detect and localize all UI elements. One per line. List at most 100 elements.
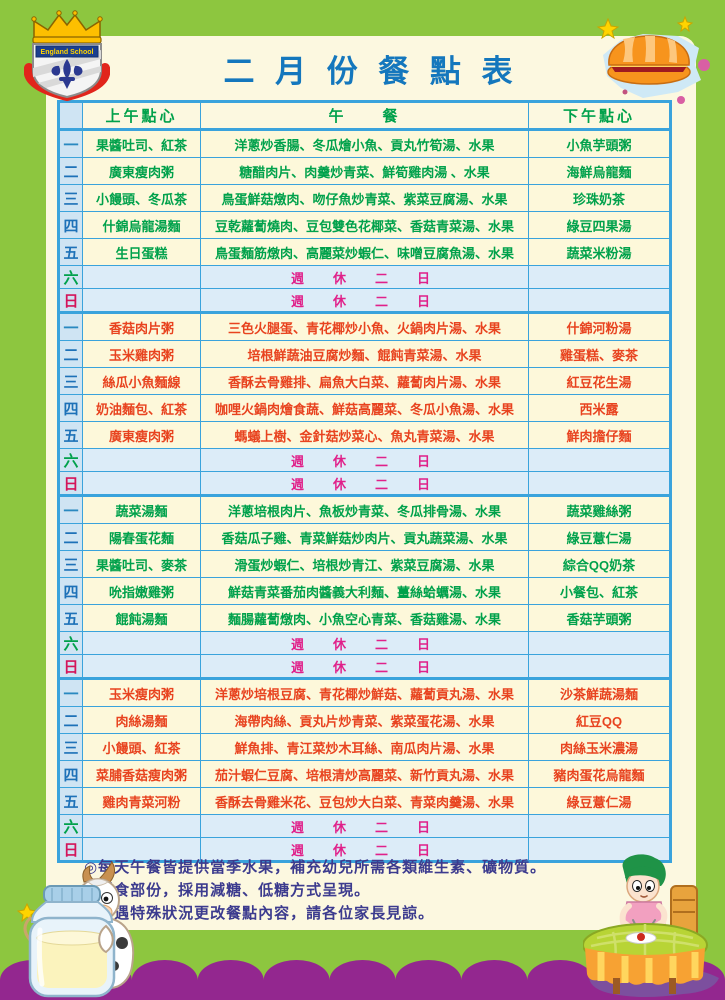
weekend-label: 週 休 二 日 bbox=[200, 265, 529, 289]
menu-table: 上午點心 午 餐 下午點心 一果醬吐司、紅茶 洋蔥炒香腸、冬瓜燴小魚、貢丸竹筍湯、… bbox=[57, 100, 672, 863]
weekend-label: 週 休 二 日 bbox=[200, 448, 529, 472]
am-snack-cell: 小饅頭、冬瓜茶 bbox=[82, 184, 201, 212]
day-label: 五 bbox=[58, 604, 83, 632]
pm-snack-cell bbox=[528, 631, 671, 655]
am-snack-cell: 生日蛋糕 bbox=[82, 238, 201, 266]
am-snack-header: 上午點心 bbox=[82, 101, 201, 130]
day-label: 日 bbox=[58, 654, 83, 679]
am-snack-cell: 餛飩湯麵 bbox=[82, 604, 201, 632]
school-crest-logo: England School bbox=[24, 10, 110, 102]
weekend-row: 日週 休 二 日 bbox=[58, 837, 671, 862]
logo-banner-text: England School bbox=[41, 49, 94, 56]
am-snack-cell: 蔬菜湯麵 bbox=[82, 494, 201, 524]
menu-row: 二廣東瘦肉粥 糖醋肉片、肉羹炒青菜、鮮筍雞肉湯 、水果 海鮮烏龍麵 bbox=[58, 157, 671, 185]
menu-row: 二陽春蛋花麵 香菇瓜子雞、青菜鮮菇炒肉片、貢丸蔬菜湯、水果 綠豆薏仁湯 bbox=[58, 523, 671, 551]
day-label: 三 bbox=[58, 184, 83, 212]
weekend-label: 週 休 二 日 bbox=[200, 631, 529, 655]
am-snack-cell bbox=[82, 837, 201, 862]
day-label: 日 bbox=[58, 837, 83, 862]
footer-notes: ◎每天午餐皆提供當季水果，補充幼兒所需各類維生素、礦物質。 ◎甜食部份，採用減糖… bbox=[84, 856, 644, 925]
pm-snack-cell bbox=[528, 654, 671, 679]
fleur-de-lis-icon bbox=[51, 59, 83, 89]
weekend-label: 週 休 二 日 bbox=[200, 654, 529, 679]
lunch-cell: 咖哩火鍋肉燴食蔬、鮮菇高麗菜、冬瓜小魚湯、水果 bbox=[200, 394, 529, 422]
am-snack-cell bbox=[82, 265, 201, 289]
day-label: 二 bbox=[58, 157, 83, 185]
am-snack-cell: 果醬吐司、紅茶 bbox=[82, 128, 201, 158]
milk-goat-illustration bbox=[16, 861, 135, 998]
note-line: ◎甜食部份，採用減糖、低糖方式呈現。 bbox=[84, 882, 371, 899]
pm-snack-cell: 蔬菜米粉湯 bbox=[528, 238, 671, 266]
day-label: 六 bbox=[58, 448, 83, 472]
am-snack-cell: 肉絲湯麵 bbox=[82, 706, 201, 734]
am-snack-cell: 廣東瘦肉粥 bbox=[82, 421, 201, 449]
weekend-row: 日週 休 二 日 bbox=[58, 654, 671, 679]
menu-row: 一果醬吐司、紅茶 洋蔥炒香腸、冬瓜燴小魚、貢丸竹筍湯、水果 小魚芋頭粥 bbox=[58, 128, 671, 158]
pm-snack-cell bbox=[528, 288, 671, 313]
lunch-cell: 洋蔥培根肉片、魚板炒青菜、冬瓜排骨湯、水果 bbox=[200, 494, 529, 524]
menu-row: 五雞肉青菜河粉 香酥去骨雞米花、豆包炒大白菜、青菜肉羹湯、水果 綠豆薏仁湯 bbox=[58, 787, 671, 815]
am-snack-cell bbox=[82, 814, 201, 838]
day-label: 五 bbox=[58, 421, 83, 449]
day-header-cell bbox=[58, 101, 83, 130]
am-snack-cell: 果醬吐司、麥茶 bbox=[82, 550, 201, 578]
menu-row: 二玉米雞肉粥 培根鮮蔬油豆腐炒麵、餛飩青菜湯、水果 雞蛋糕、麥茶 bbox=[58, 340, 671, 368]
lunch-cell: 鮮魚排、青江菜炒木耳絲、南瓜肉片湯、水果 bbox=[200, 733, 529, 761]
pm-snack-cell: 綠豆薏仁湯 bbox=[528, 523, 671, 551]
lunch-cell: 螞蟻上樹、金針菇炒菜心、魚丸青菜湯、水果 bbox=[200, 421, 529, 449]
menu-row: 二肉絲湯麵 海帶肉絲、貢丸片炒青菜、紫菜蛋花湯、水果 紅豆QQ bbox=[58, 706, 671, 734]
weekend-row: 六週 休 二 日 bbox=[58, 448, 671, 472]
day-label: 五 bbox=[58, 238, 83, 266]
lunch-cell: 香菇瓜子雞、青菜鮮菇炒肉片、貢丸蔬菜湯、水果 bbox=[200, 523, 529, 551]
day-label: 日 bbox=[58, 288, 83, 313]
pm-snack-cell: 沙茶鮮蔬湯麵 bbox=[528, 677, 671, 707]
lunch-cell: 鳥蛋鮮菇燉肉、吻仔魚炒青菜、紫菜豆腐湯、水果 bbox=[200, 184, 529, 212]
weekend-row: 六週 休 二 日 bbox=[58, 265, 671, 289]
pm-snack-cell: 珍珠奶茶 bbox=[528, 184, 671, 212]
lunch-cell: 鮮菇青菜番茄肉醬義大利麵、薑絲蛤蠣湯、水果 bbox=[200, 577, 529, 605]
lunch-cell: 麵腸蘿蔔燉肉、小魚空心青菜、香菇雞湯、水果 bbox=[200, 604, 529, 632]
menu-row: 五生日蛋糕 鳥蛋麵筋燉肉、高麗菜炒蝦仁、味噌豆腐魚湯、水果 蔬菜米粉湯 bbox=[58, 238, 671, 266]
am-snack-cell: 玉米瘦肉粥 bbox=[82, 677, 201, 707]
pm-snack-cell: 雞蛋糕、麥茶 bbox=[528, 340, 671, 368]
pm-snack-cell: 鮮肉擔仔麵 bbox=[528, 421, 671, 449]
pm-snack-cell: 紅豆花生湯 bbox=[528, 367, 671, 395]
am-snack-cell: 奶油麵包、紅茶 bbox=[82, 394, 201, 422]
pm-snack-cell: 紅豆QQ bbox=[528, 706, 671, 734]
lunch-cell: 香酥去骨雞米花、豆包炒大白菜、青菜肉羹湯、水果 bbox=[200, 787, 529, 815]
menu-row: 四菜脯香菇瘦肉粥 茄汁蝦仁豆腐、培根清炒高麗菜、新竹貢丸湯、水果 豬肉蛋花烏龍麵 bbox=[58, 760, 671, 788]
am-snack-cell bbox=[82, 654, 201, 679]
lunch-header: 午 餐 bbox=[200, 101, 529, 130]
pm-snack-cell: 綠豆四果湯 bbox=[528, 211, 671, 239]
pm-snack-cell: 蔬菜雞絲粥 bbox=[528, 494, 671, 524]
lunch-cell: 鳥蛋麵筋燉肉、高麗菜炒蝦仁、味噌豆腐魚湯、水果 bbox=[200, 238, 529, 266]
lunch-cell: 三色火腿蛋、青花椰炒小魚、火鍋肉片湯、水果 bbox=[200, 311, 529, 341]
day-label: 一 bbox=[58, 128, 83, 158]
pm-snack-cell: 小餐包、紅茶 bbox=[528, 577, 671, 605]
pm-snack-cell bbox=[528, 265, 671, 289]
am-snack-cell bbox=[82, 448, 201, 472]
day-label: 二 bbox=[58, 706, 83, 734]
am-snack-cell: 菜脯香菇瘦肉粥 bbox=[82, 760, 201, 788]
weekend-label: 週 休 二 日 bbox=[200, 814, 529, 838]
lunch-cell: 豆乾蘿蔔燒肉、豆包雙色花椰菜、香菇青菜湯、水果 bbox=[200, 211, 529, 239]
am-snack-cell: 什錦烏龍湯麵 bbox=[82, 211, 201, 239]
day-label: 日 bbox=[58, 471, 83, 496]
am-snack-cell: 雞肉青菜河粉 bbox=[82, 787, 201, 815]
pm-snack-cell bbox=[528, 814, 671, 838]
note-line: ◎每天午餐皆提供當季水果，補充幼兒所需各類維生素、礦物質。 bbox=[84, 859, 547, 876]
lunch-cell: 糖醋肉片、肉羹炒青菜、鮮筍雞肉湯 、水果 bbox=[200, 157, 529, 185]
page-title: 二 月 份 餐 點 表 bbox=[223, 54, 519, 89]
day-label: 四 bbox=[58, 577, 83, 605]
day-label: 一 bbox=[58, 494, 83, 524]
pm-snack-header: 下午點心 bbox=[528, 101, 671, 130]
am-snack-cell: 小饅頭、紅茶 bbox=[82, 733, 201, 761]
star-icon bbox=[676, 15, 694, 33]
lunch-cell: 洋蔥炒培根豆腐、青花椰炒鮮菇、蘿蔔貢丸湯、水果 bbox=[200, 677, 529, 707]
day-label: 五 bbox=[58, 787, 83, 815]
day-label: 三 bbox=[58, 733, 83, 761]
weekend-row: 日週 休 二 日 bbox=[58, 288, 671, 313]
pm-snack-cell: 綠豆薏仁湯 bbox=[528, 787, 671, 815]
menu-row: 三小饅頭、冬瓜茶 鳥蛋鮮菇燉肉、吻仔魚炒青菜、紫菜豆腐湯、水果 珍珠奶茶 bbox=[58, 184, 671, 212]
